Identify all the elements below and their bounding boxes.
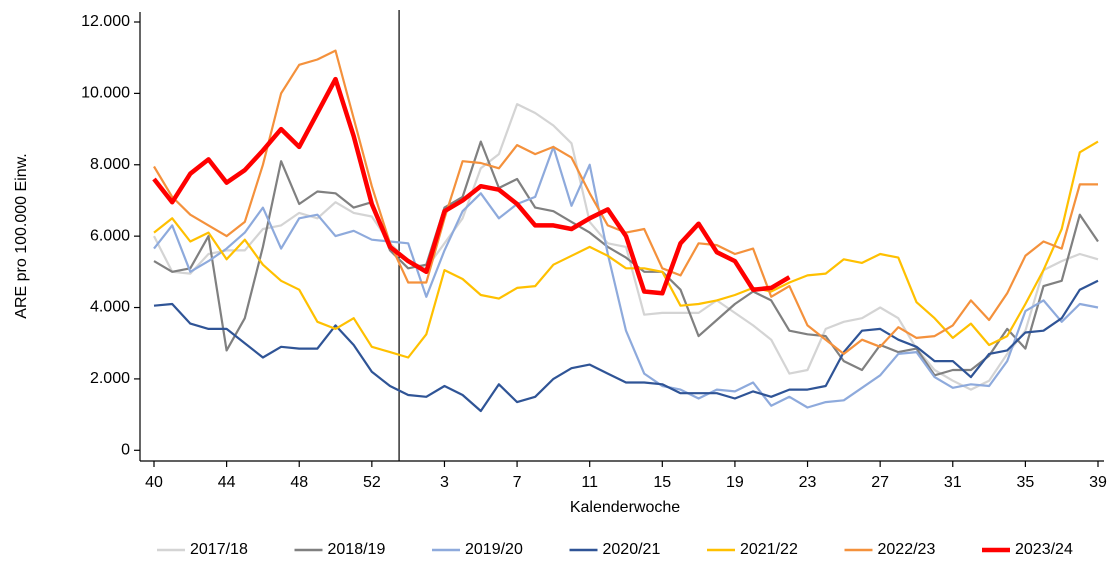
x-tick-label: 40 — [145, 474, 163, 491]
y-tick-label: 4.000 — [90, 299, 130, 316]
x-tick-label: 35 — [1016, 474, 1034, 491]
y-tick-label: 6.000 — [90, 227, 130, 244]
legend-label: 2017/18 — [190, 541, 248, 558]
x-tick-label: 31 — [944, 474, 962, 491]
legend-label: 2023/24 — [1015, 541, 1073, 558]
series-line — [153, 140, 1099, 359]
x-tick-label: 52 — [363, 474, 381, 491]
series-line — [153, 140, 1099, 377]
y-tick-label: 12.000 — [81, 13, 130, 30]
x-tick-label: 7 — [513, 474, 522, 491]
x-tick-label: 19 — [726, 474, 744, 491]
series-line — [152, 76, 791, 296]
y-tick-label: 10.000 — [81, 85, 130, 102]
series-line — [153, 145, 1099, 409]
x-tick-label: 39 — [1089, 474, 1107, 491]
x-axis-label: Kalenderwoche — [570, 499, 680, 516]
legend-label: 2022/23 — [878, 541, 936, 558]
x-tick-label: 11 — [581, 474, 598, 491]
x-tick-label: 27 — [871, 474, 889, 491]
y-tick-label: 0 — [121, 442, 130, 459]
legend-label: 2018/19 — [328, 541, 386, 558]
x-tick-label: 44 — [218, 474, 236, 491]
y-tick-label: 8.000 — [90, 156, 130, 173]
x-tick-label: 48 — [290, 474, 308, 491]
y-tick-label: 2.000 — [90, 370, 130, 387]
x-tick-label: 3 — [440, 474, 449, 491]
x-tick-label: 15 — [653, 474, 671, 491]
y-axis-label: ARE pro 100.000 Einw. — [13, 153, 30, 318]
series-line — [153, 49, 1098, 355]
legend-label: 2020/21 — [603, 541, 661, 558]
series-line — [153, 279, 1099, 413]
legend-label: 2019/20 — [465, 541, 523, 558]
legend-label: 2021/22 — [740, 541, 798, 558]
legend: 2017/18 2018/19 2019/20 2020/21 2021/22 2022/… — [157, 541, 1073, 558]
x-tick-label: 23 — [799, 474, 817, 491]
series-line — [153, 103, 1099, 391]
